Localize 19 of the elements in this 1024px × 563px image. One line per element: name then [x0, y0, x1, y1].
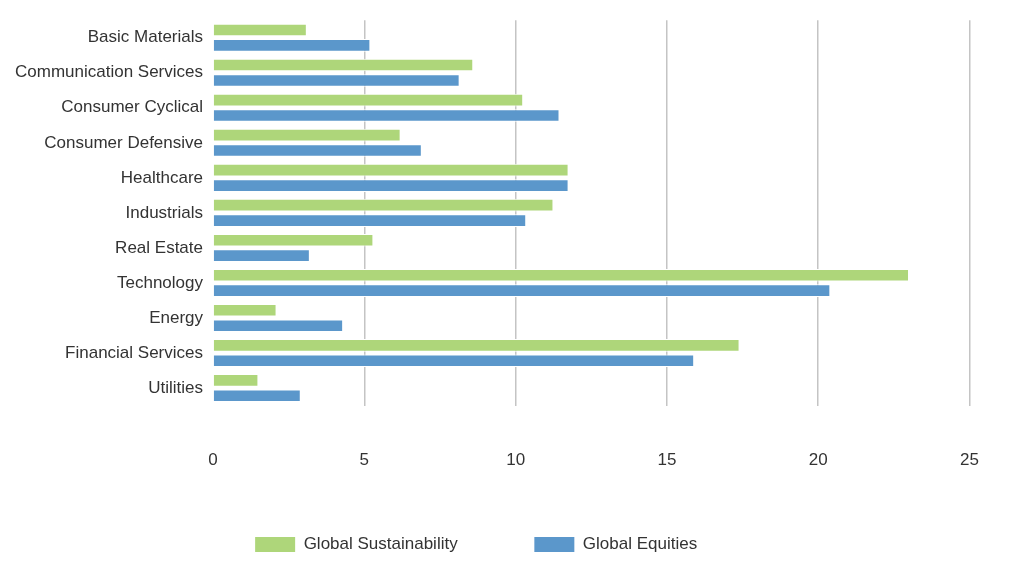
y-tick-label: Technology	[117, 272, 204, 292]
y-tick-label: Energy	[149, 307, 204, 327]
x-tick-label: 0	[208, 450, 218, 470]
y-tick-label: Basic Materials	[87, 27, 204, 47]
y-tick-label: Financial Services	[65, 342, 204, 362]
x-tick-label: 20	[808, 450, 828, 470]
y-tick-label: Utilities	[148, 377, 204, 397]
y-tick-label: Consumer Cyclical	[61, 97, 204, 117]
legend-label: Global Sustainability	[303, 534, 515, 554]
y-tick-label: Communication Services	[15, 62, 204, 82]
x-tick-label: 15	[657, 450, 677, 470]
x-tick-label: 10	[506, 450, 526, 470]
y-tick-label: Industrials	[125, 202, 204, 222]
x-tick-label: 5	[359, 450, 370, 470]
x-tick-label: 25	[960, 450, 980, 470]
y-tick-label: Consumer Defensive	[44, 132, 204, 152]
y-tick-label: Real Estate	[115, 237, 204, 257]
y-tick-label: Healthcare	[120, 167, 204, 187]
legend-label: Global Equities	[582, 534, 754, 554]
